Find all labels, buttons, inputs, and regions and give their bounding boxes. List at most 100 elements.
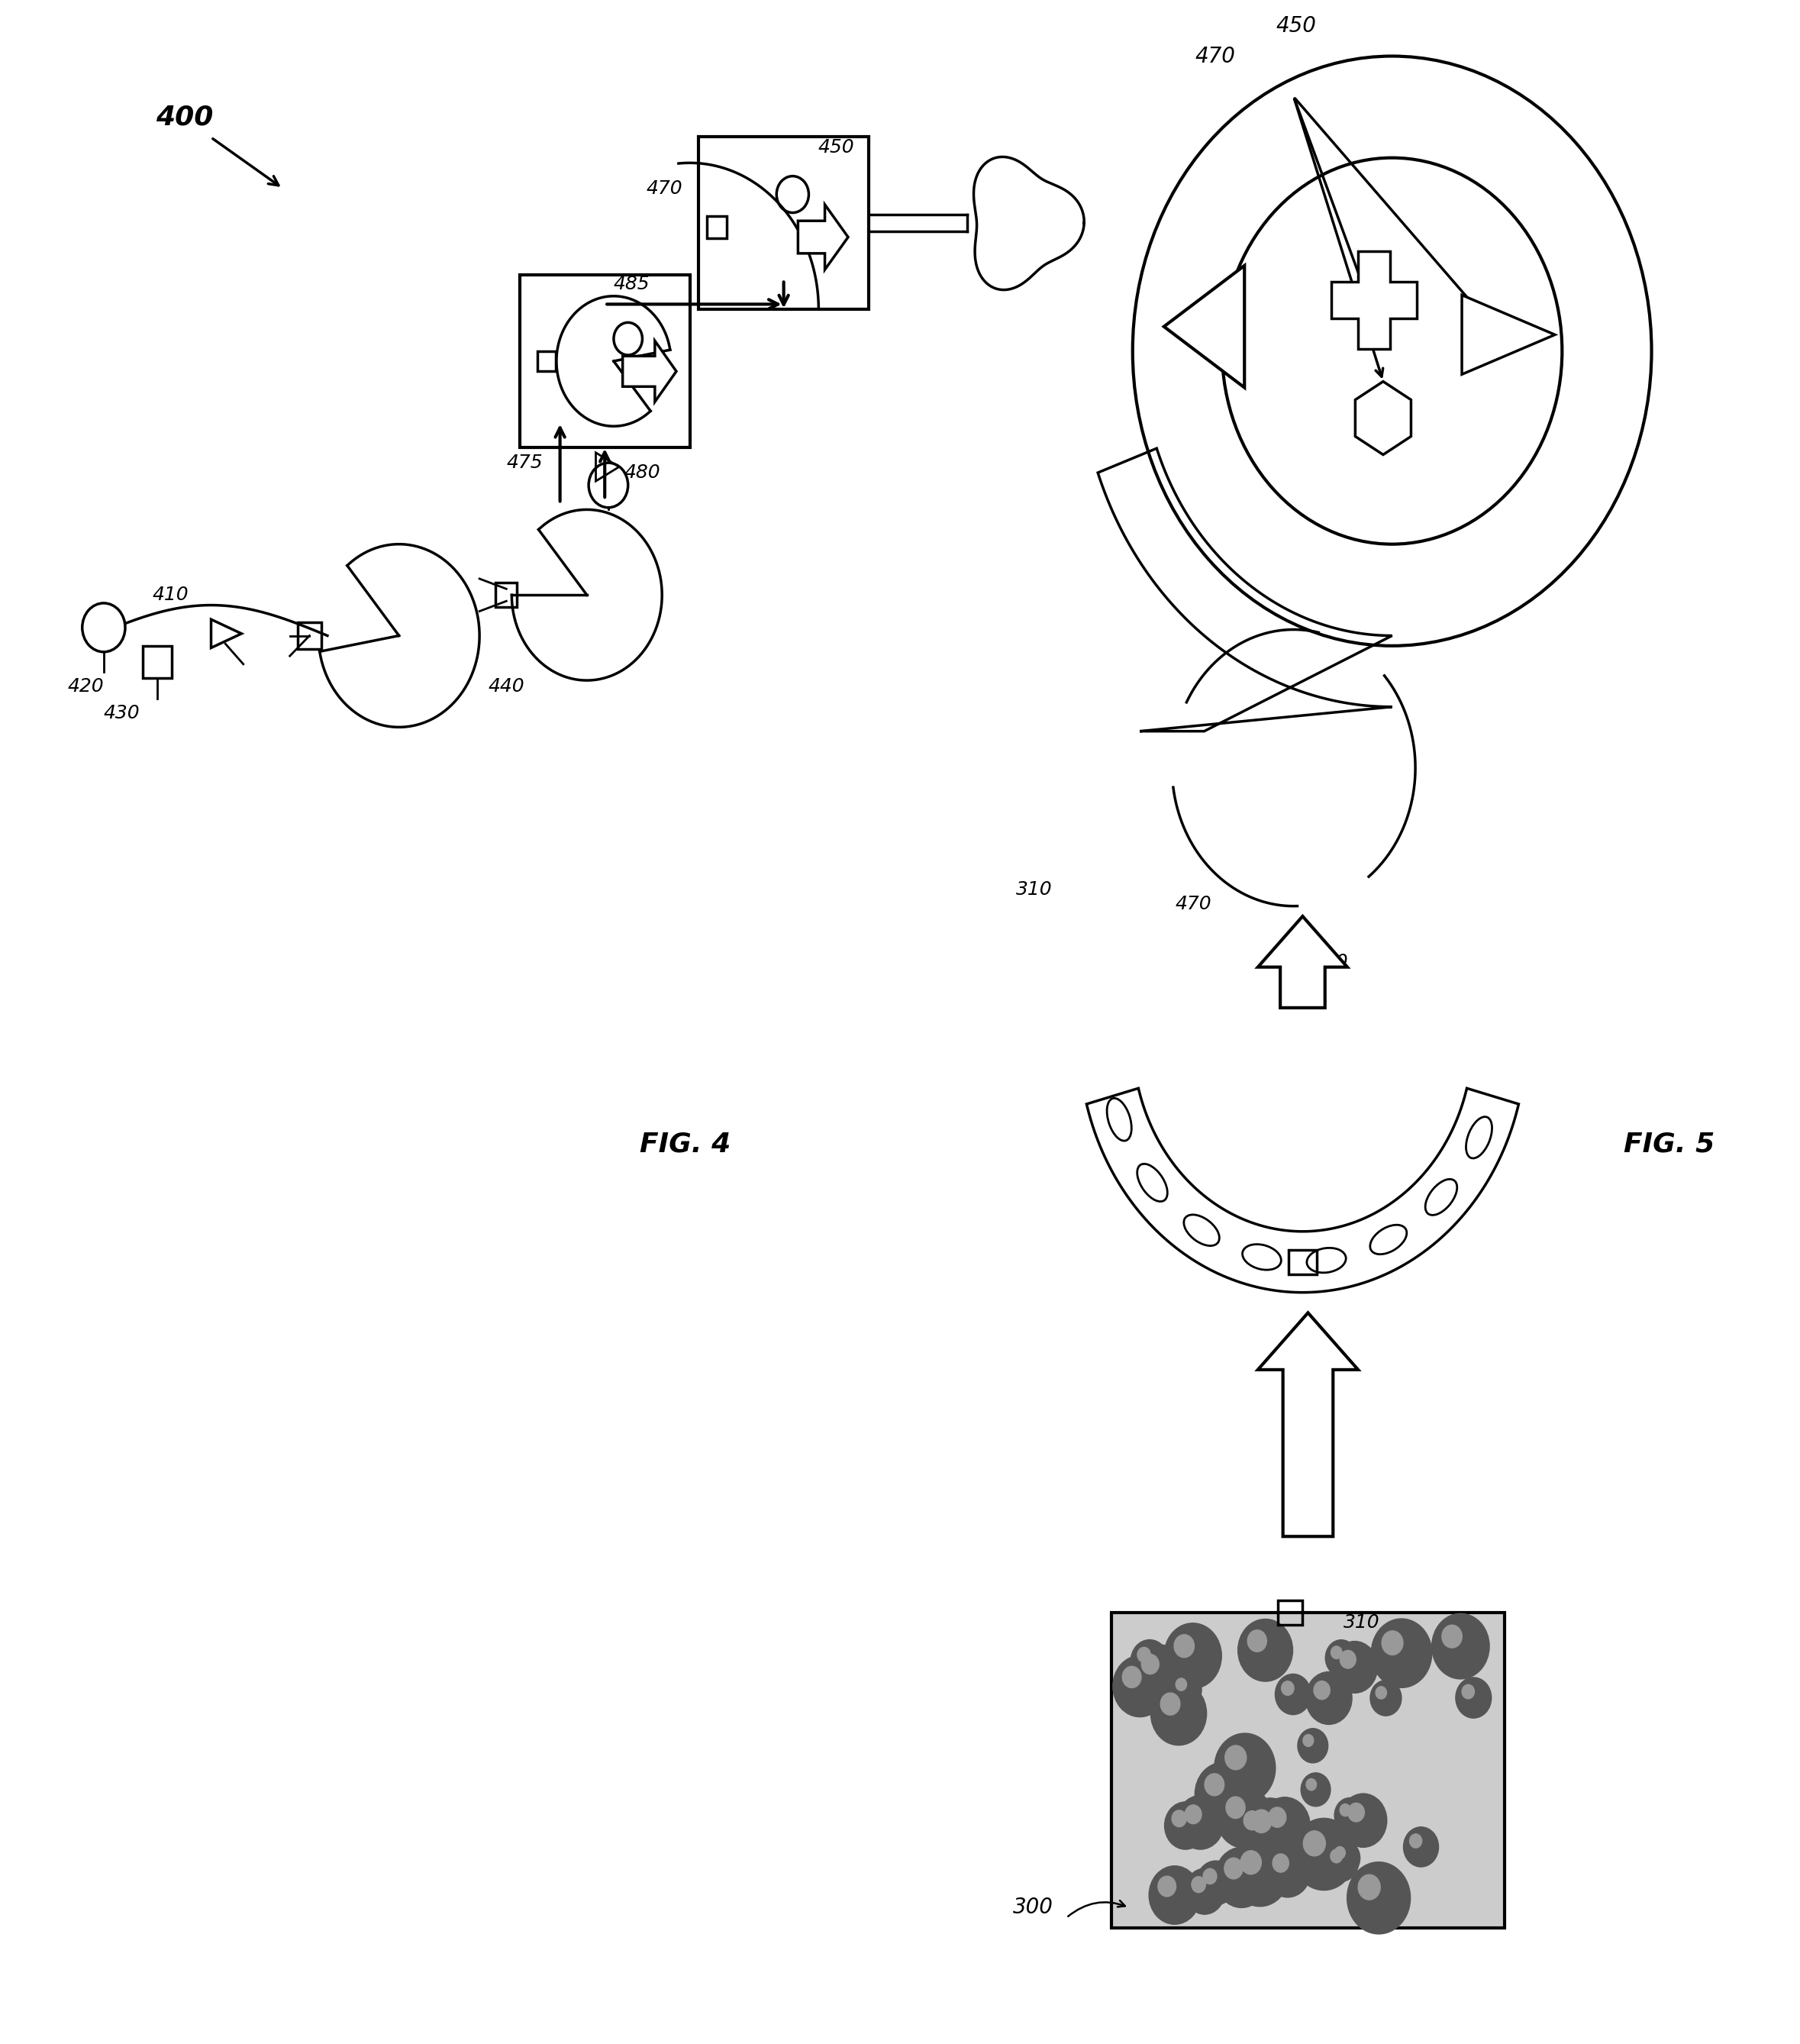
Circle shape (1215, 1733, 1276, 1803)
Circle shape (1348, 1803, 1364, 1821)
Circle shape (1192, 1876, 1206, 1893)
Circle shape (1269, 1807, 1287, 1827)
Bar (538, 352, 556, 372)
Circle shape (1359, 1874, 1381, 1899)
Polygon shape (1355, 382, 1411, 454)
Circle shape (1226, 1746, 1246, 1770)
Circle shape (1298, 1729, 1328, 1762)
Bar (520, 274, 689, 448)
Circle shape (1229, 1840, 1289, 1907)
Circle shape (1339, 1805, 1350, 1817)
Circle shape (1235, 1801, 1283, 1856)
Circle shape (1334, 1846, 1345, 1858)
Circle shape (1170, 1672, 1202, 1707)
Circle shape (1305, 1672, 1352, 1725)
Circle shape (1332, 1641, 1377, 1692)
Text: 470: 470 (1175, 895, 1211, 914)
Circle shape (1150, 1682, 1206, 1746)
Circle shape (1339, 1793, 1386, 1848)
Bar (698, 137, 869, 309)
Circle shape (1197, 1860, 1235, 1905)
Circle shape (1251, 1809, 1271, 1833)
Circle shape (1370, 1680, 1402, 1715)
Text: 310: 310 (1345, 1613, 1381, 1631)
Text: FIG. 4: FIG. 4 (639, 1130, 731, 1157)
Bar (142, 646, 171, 679)
Text: 420: 420 (68, 677, 104, 695)
Circle shape (1301, 1772, 1330, 1807)
Circle shape (1314, 1680, 1330, 1699)
Circle shape (1240, 1799, 1300, 1864)
Text: 430: 430 (104, 703, 140, 722)
Circle shape (1346, 1862, 1411, 1934)
Polygon shape (1087, 1087, 1519, 1292)
Polygon shape (797, 204, 848, 270)
Circle shape (1247, 1629, 1267, 1652)
Polygon shape (623, 341, 677, 403)
Circle shape (1382, 1631, 1402, 1656)
Circle shape (1334, 1799, 1366, 1833)
Text: 470: 470 (646, 180, 682, 198)
Circle shape (1431, 1613, 1489, 1678)
Circle shape (1462, 1684, 1474, 1699)
Bar (297, 623, 320, 648)
Circle shape (1303, 1831, 1325, 1856)
Circle shape (1264, 1844, 1310, 1897)
Circle shape (1141, 1654, 1159, 1674)
Polygon shape (1165, 266, 1244, 388)
Circle shape (1325, 1842, 1359, 1880)
Circle shape (1273, 1854, 1289, 1872)
Circle shape (1172, 1811, 1186, 1827)
Circle shape (1177, 1795, 1224, 1850)
Circle shape (1325, 1639, 1357, 1676)
Text: 310: 310 (1017, 881, 1053, 899)
Polygon shape (1098, 448, 1391, 732)
Text: 470: 470 (1312, 953, 1348, 971)
Circle shape (1157, 1876, 1175, 1897)
Circle shape (1282, 1680, 1294, 1694)
Bar (707, 217, 727, 239)
Circle shape (1330, 1850, 1343, 1862)
Circle shape (1442, 1625, 1462, 1647)
Bar (495, 583, 517, 607)
Text: 440: 440 (488, 677, 526, 695)
Circle shape (1184, 1868, 1224, 1915)
Text: 450: 450 (817, 139, 853, 157)
Circle shape (1215, 1848, 1269, 1907)
Circle shape (1165, 1803, 1206, 1850)
Text: 485: 485 (614, 274, 650, 292)
Text: FIG. 5: FIG. 5 (1624, 1130, 1715, 1157)
Circle shape (1161, 1692, 1181, 1715)
Circle shape (1175, 1678, 1186, 1690)
Circle shape (1202, 1868, 1217, 1885)
Text: 450: 450 (1276, 14, 1316, 37)
Text: 480: 480 (625, 464, 661, 482)
Circle shape (1123, 1666, 1141, 1688)
Circle shape (1404, 1827, 1438, 1866)
Text: 300: 300 (1013, 1897, 1053, 1917)
Circle shape (1226, 1797, 1246, 1819)
Circle shape (1244, 1811, 1260, 1829)
Bar (1111, 1613, 1505, 1927)
Bar (1278, 1600, 1303, 1625)
Polygon shape (1332, 251, 1417, 350)
Circle shape (1328, 1840, 1361, 1876)
Circle shape (83, 603, 126, 652)
Text: 470: 470 (1195, 45, 1235, 67)
Circle shape (1204, 1774, 1224, 1797)
Bar (1289, 1249, 1318, 1273)
Circle shape (1330, 1645, 1343, 1660)
Text: 400: 400 (155, 104, 212, 131)
Circle shape (1195, 1762, 1251, 1825)
Circle shape (1184, 1805, 1202, 1823)
Circle shape (1165, 1623, 1222, 1688)
Circle shape (1260, 1797, 1310, 1854)
Circle shape (1456, 1678, 1492, 1719)
Text: 475: 475 (506, 454, 542, 472)
Circle shape (1112, 1656, 1166, 1717)
Circle shape (1409, 1833, 1422, 1848)
Circle shape (1174, 1635, 1193, 1658)
Circle shape (1238, 1619, 1292, 1682)
Circle shape (1138, 1647, 1150, 1662)
Text: 410: 410 (151, 587, 189, 605)
